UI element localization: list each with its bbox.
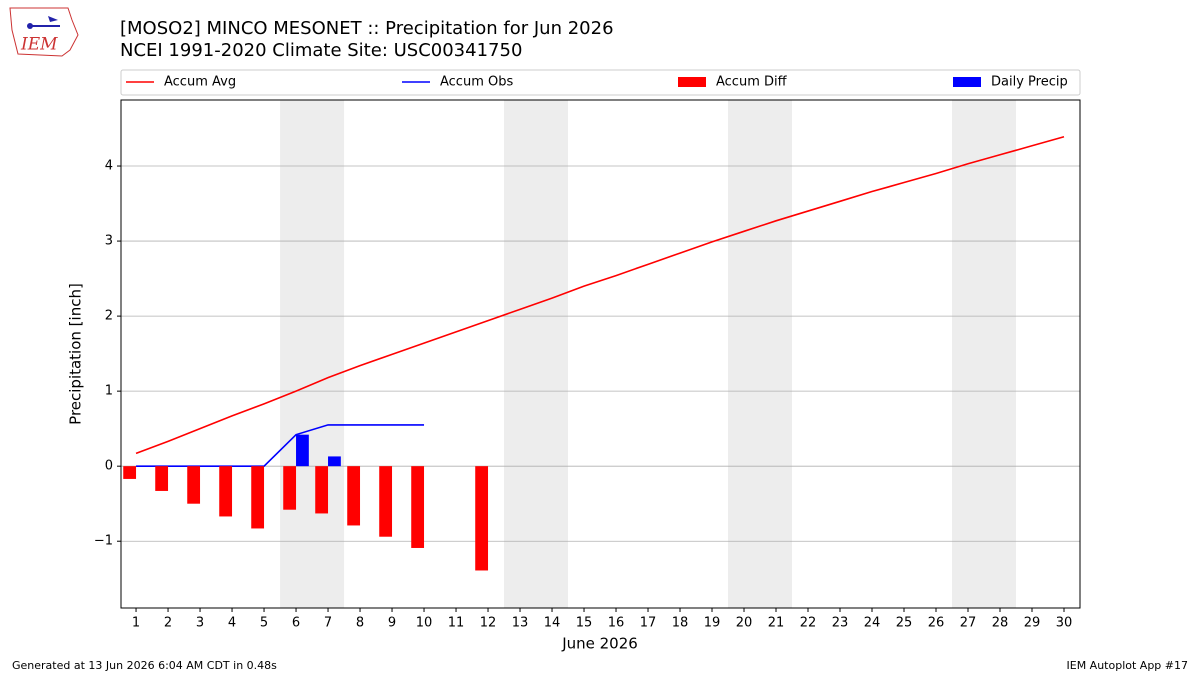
legend-label: Accum Avg xyxy=(164,75,236,90)
weekend-band xyxy=(952,100,1017,608)
x-tick-label: 5 xyxy=(260,616,268,631)
x-tick-label: 16 xyxy=(608,616,625,631)
bar xyxy=(251,466,265,529)
x-tick-label: 1 xyxy=(132,616,140,631)
legend-label: Accum Diff xyxy=(716,75,788,90)
y-tick-label: 4 xyxy=(105,159,113,174)
logo: IEM xyxy=(9,7,79,57)
bar xyxy=(155,466,169,491)
x-tick-label: 29 xyxy=(1024,616,1041,631)
x-tick-label: 11 xyxy=(448,616,465,631)
x-axis-label: June 2026 xyxy=(561,635,638,653)
x-tick-label: 18 xyxy=(672,616,689,631)
legend-label: Accum Obs xyxy=(440,75,513,90)
x-tick-label: 21 xyxy=(768,616,785,631)
x-tick-label: 12 xyxy=(480,616,497,631)
bar xyxy=(123,466,137,479)
line xyxy=(135,135,1065,455)
x-tick-label: 7 xyxy=(324,616,332,631)
x-tick-label: 14 xyxy=(544,616,561,631)
chart-title: [MOSO2] MINCO MESONET :: Precipitation f… xyxy=(120,18,614,39)
x-tick-label: 9 xyxy=(388,616,396,631)
x-tick-label: 17 xyxy=(640,616,657,631)
y-tick-label: −1 xyxy=(94,534,113,549)
x-tick-label: 22 xyxy=(800,616,817,631)
bar xyxy=(328,456,341,467)
bar xyxy=(379,466,393,537)
x-tick-label: 4 xyxy=(228,616,236,631)
y-tick-label: 0 xyxy=(105,459,113,474)
x-tick-label: 25 xyxy=(896,616,913,631)
bar xyxy=(219,466,233,517)
x-tick-label: 27 xyxy=(960,616,977,631)
x-tick-label: 23 xyxy=(832,616,849,631)
footer-left: Generated at 13 Jun 2026 6:04 AM CDT in … xyxy=(12,659,277,672)
x-tick-label: 19 xyxy=(704,616,721,631)
weekend-band xyxy=(728,100,793,608)
y-tick-label: 1 xyxy=(105,384,113,399)
x-tick-label: 13 xyxy=(512,616,529,631)
legend-swatch xyxy=(678,77,706,87)
x-tick-label: 15 xyxy=(576,616,593,631)
logo-text: IEM xyxy=(20,35,58,55)
x-tick-label: 30 xyxy=(1056,616,1073,631)
legend-box xyxy=(120,69,1081,96)
footer-right: IEM Autoplot App #17 xyxy=(1067,659,1189,672)
plot-frame xyxy=(120,99,1081,609)
weekend-band xyxy=(280,100,345,608)
x-tick-label: 2 xyxy=(164,616,172,631)
weekend-band xyxy=(504,100,569,608)
x-tick-label: 3 xyxy=(196,616,204,631)
bar xyxy=(347,466,361,526)
bar xyxy=(283,466,297,510)
y-tick-label: 2 xyxy=(105,309,113,324)
legend-swatch xyxy=(953,77,981,87)
bar xyxy=(315,466,329,514)
x-tick-label: 10 xyxy=(416,616,433,631)
y-axis-label: Precipitation [inch] xyxy=(67,283,85,425)
bar xyxy=(411,466,425,548)
y-tick-label: 3 xyxy=(105,234,113,249)
x-tick-label: 20 xyxy=(736,616,753,631)
x-tick-label: 28 xyxy=(992,616,1009,631)
x-tick-label: 6 xyxy=(292,616,300,631)
x-tick-label: 24 xyxy=(864,616,881,631)
bar xyxy=(475,466,489,571)
bar xyxy=(187,466,201,504)
chart-subtitle: NCEI 1991-2020 Climate Site: USC00341750 xyxy=(120,40,522,61)
x-tick-label: 8 xyxy=(356,616,364,631)
x-tick-label: 26 xyxy=(928,616,945,631)
legend-label: Daily Precip xyxy=(991,75,1068,90)
bar xyxy=(296,434,309,467)
